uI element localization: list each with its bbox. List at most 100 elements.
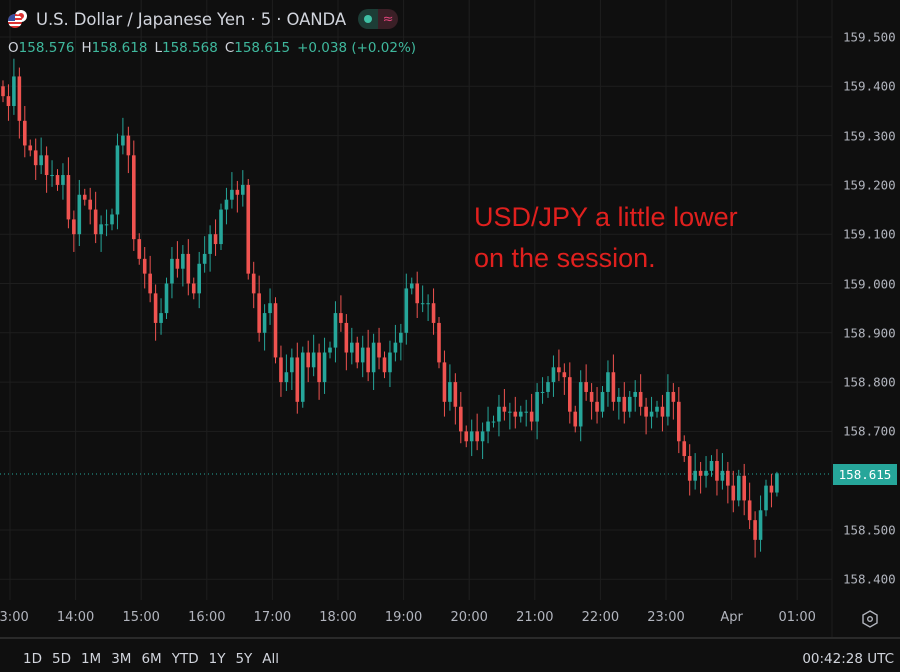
candle <box>311 334 316 377</box>
candle-body <box>311 352 316 368</box>
candle-body <box>448 382 452 402</box>
candle <box>164 277 169 319</box>
candle <box>23 106 27 158</box>
candle-body <box>115 145 120 215</box>
candle <box>709 455 714 477</box>
candle <box>175 241 180 278</box>
candle-body <box>426 303 430 305</box>
candle-body <box>355 342 360 363</box>
candle <box>736 469 741 507</box>
price-chart[interactable] <box>0 0 900 637</box>
range-button-5y[interactable]: 5Y <box>235 651 253 667</box>
candle <box>742 463 746 516</box>
candle-body <box>655 406 659 412</box>
candle <box>633 380 637 412</box>
candle-body <box>142 258 147 274</box>
candle <box>235 180 240 213</box>
candle-body <box>344 322 349 353</box>
candle <box>409 277 414 295</box>
candle-body <box>246 184 251 274</box>
candle-body <box>600 391 605 412</box>
range-button-1d[interactable]: 1D <box>23 651 42 667</box>
candle <box>557 349 561 382</box>
time-tick-label: 21:00 <box>516 610 554 625</box>
candle <box>306 340 310 383</box>
symbol-header[interactable]: U.S. Dollar / Japanese Yen · 5 · OANDA ≈ <box>8 9 399 29</box>
range-button-5d[interactable]: 5D <box>51 651 71 667</box>
candle <box>431 288 436 335</box>
candle <box>126 126 131 174</box>
range-button-all[interactable]: All <box>262 651 280 667</box>
candle-body <box>241 184 245 195</box>
high-label: H <box>81 40 92 56</box>
candle <box>682 435 687 462</box>
candle-body <box>257 293 261 333</box>
candle-body <box>693 470 697 481</box>
divider <box>0 637 900 639</box>
candle-body <box>758 510 763 540</box>
candle <box>273 297 278 364</box>
settings-icon[interactable] <box>862 610 878 628</box>
data-delay-icon: ≈ <box>378 9 399 29</box>
candle <box>677 387 681 454</box>
candle-body <box>715 460 719 481</box>
range-button-1m[interactable]: 1M <box>80 651 102 667</box>
candle <box>655 400 659 418</box>
candle-body <box>589 391 594 402</box>
candle <box>715 449 719 496</box>
candle-body <box>50 175 54 177</box>
candle-body <box>360 347 365 363</box>
candle-body <box>181 253 185 269</box>
candle-body <box>77 194 82 235</box>
candle-body <box>202 253 207 264</box>
ohlc-legend: O158.576 H158.618 L158.568 C158.615 +0.0… <box>8 40 416 56</box>
status-badge[interactable]: ≈ <box>358 9 399 29</box>
candle <box>12 58 16 115</box>
range-button-1y[interactable]: 1Y <box>208 651 226 667</box>
price-tick-label: 159.000 <box>843 276 896 291</box>
range-button-3m[interactable]: 3M <box>111 651 132 667</box>
candle <box>660 394 665 432</box>
candle-body <box>747 500 752 521</box>
candle-body <box>420 303 425 305</box>
candle <box>420 285 425 313</box>
range-selector: 1D 5D 1M 3M 6M YTD 1Y 5Y All <box>18 651 284 667</box>
candle <box>726 461 730 504</box>
candle-body <box>475 431 479 442</box>
candle <box>371 333 376 390</box>
range-button-ytd[interactable]: YTD <box>171 651 199 667</box>
clock[interactable]: 00:42:28 UTC <box>802 651 894 667</box>
candle-body <box>497 406 501 422</box>
candle <box>638 374 643 416</box>
candle-body <box>769 485 774 493</box>
candle-body <box>393 342 398 353</box>
candle <box>224 187 229 225</box>
candle-body <box>175 258 180 269</box>
candle <box>295 342 300 414</box>
candle <box>300 346 305 408</box>
candle-body <box>159 313 163 323</box>
range-button-6m[interactable]: 6M <box>141 651 162 667</box>
candle <box>469 419 474 457</box>
candle-body <box>644 406 648 417</box>
candle-body <box>72 219 76 235</box>
candle <box>251 261 256 309</box>
candle-body <box>339 313 343 323</box>
candle <box>502 389 507 421</box>
candle <box>399 323 403 361</box>
candle <box>159 298 163 335</box>
candle-body <box>6 96 11 107</box>
candle <box>551 355 556 397</box>
candle <box>687 444 692 496</box>
candle-body <box>578 382 583 427</box>
candle <box>148 255 152 303</box>
candle-body <box>546 382 550 392</box>
price-tick-label: 159.200 <box>843 177 896 193</box>
chart-annotation[interactable]: USD/JPY a little lower on the session. <box>474 197 738 279</box>
candles <box>1 58 779 558</box>
candle <box>153 284 158 341</box>
candle-body <box>671 391 676 402</box>
candle-body <box>12 76 16 107</box>
symbol-title[interactable]: U.S. Dollar / Japanese Yen · 5 · OANDA <box>36 9 347 29</box>
candle <box>377 327 381 370</box>
